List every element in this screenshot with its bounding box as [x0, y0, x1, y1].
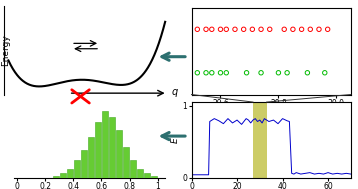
Point	[299, 28, 304, 31]
Point	[284, 71, 290, 74]
Point	[305, 71, 310, 74]
Bar	[137, 169, 143, 178]
Point	[218, 28, 223, 31]
Point	[209, 28, 215, 31]
Point	[258, 28, 264, 31]
Bar	[144, 173, 150, 178]
Point	[194, 28, 200, 31]
Point	[325, 28, 330, 31]
Bar	[95, 122, 101, 178]
Point	[209, 71, 215, 74]
Y-axis label: Free
Energy: Free Energy	[0, 34, 10, 66]
Bar	[109, 117, 115, 178]
Point	[308, 28, 313, 31]
Bar	[123, 147, 129, 178]
Point	[316, 28, 322, 31]
Point	[223, 71, 229, 74]
Bar	[130, 160, 136, 178]
Bar	[74, 160, 80, 178]
Point	[203, 71, 209, 74]
Bar	[88, 137, 94, 178]
Bar	[253, 102, 267, 178]
Point	[250, 28, 255, 31]
Bar	[102, 111, 108, 178]
Point	[267, 28, 272, 31]
Point	[276, 71, 281, 74]
Bar	[81, 149, 87, 178]
Point	[281, 28, 287, 31]
Point	[241, 28, 247, 31]
Point	[244, 71, 250, 74]
Point	[290, 28, 296, 31]
Y-axis label: E: E	[171, 137, 180, 143]
Bar	[59, 173, 66, 178]
Bar	[53, 176, 59, 178]
Point	[258, 71, 264, 74]
Point	[223, 28, 229, 31]
Point	[194, 71, 200, 74]
Text: $q$: $q$	[171, 87, 179, 99]
Bar	[67, 169, 73, 178]
Bar	[151, 176, 158, 178]
Point	[218, 71, 223, 74]
Point	[322, 71, 328, 74]
Point	[203, 28, 209, 31]
Bar	[116, 130, 122, 178]
Point	[232, 28, 238, 31]
